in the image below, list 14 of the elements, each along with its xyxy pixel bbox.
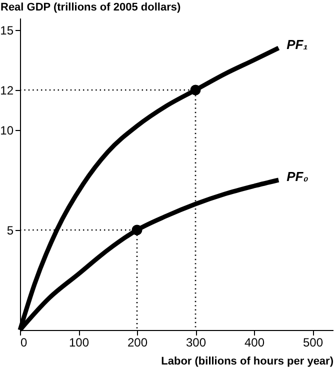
y-axis-title: Real GDP (trillions of 2005 dollars) xyxy=(0,2,181,14)
x-tick-label: 400 xyxy=(244,336,265,350)
x-axis-title: Labor (billions of hours per year) xyxy=(161,356,334,368)
x-tick-label: 500 xyxy=(303,336,324,350)
y-tick-label: 5 xyxy=(6,224,14,238)
series-label: PF₀ xyxy=(286,169,308,184)
y-tick-label: 12 xyxy=(0,84,14,98)
y-tick-label: 10 xyxy=(0,124,14,138)
x-tick-label: 100 xyxy=(68,336,90,350)
y-tick-label: 15 xyxy=(0,24,14,38)
x-tick-label: 0 xyxy=(20,336,28,350)
series-label: PF₁ xyxy=(286,37,308,52)
x-tick-label: 200 xyxy=(127,336,148,350)
x-tick-label: 300 xyxy=(186,336,206,350)
